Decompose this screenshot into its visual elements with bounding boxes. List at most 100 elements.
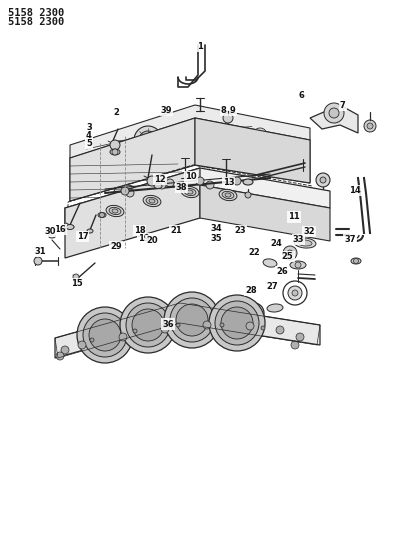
Text: 16: 16	[55, 225, 66, 233]
Ellipse shape	[225, 193, 231, 197]
Text: 4: 4	[86, 132, 92, 140]
Circle shape	[89, 319, 121, 351]
Text: 20: 20	[146, 237, 157, 245]
Circle shape	[132, 309, 164, 341]
Text: 5158 2300: 5158 2300	[8, 8, 64, 18]
Circle shape	[283, 246, 297, 260]
Ellipse shape	[298, 240, 312, 246]
Circle shape	[134, 126, 162, 154]
Text: 11: 11	[288, 213, 299, 221]
Circle shape	[139, 131, 157, 149]
Circle shape	[61, 346, 69, 354]
Text: 24: 24	[271, 239, 282, 248]
Circle shape	[133, 329, 137, 333]
Circle shape	[320, 177, 326, 183]
Polygon shape	[310, 105, 358, 133]
Circle shape	[176, 304, 208, 336]
Text: 22: 22	[248, 248, 259, 256]
Text: 1: 1	[197, 43, 203, 51]
Circle shape	[246, 322, 254, 330]
Ellipse shape	[149, 199, 155, 203]
Circle shape	[158, 134, 172, 148]
Text: 26: 26	[277, 268, 288, 276]
Ellipse shape	[181, 187, 199, 198]
Circle shape	[166, 179, 174, 187]
Circle shape	[121, 187, 129, 195]
Ellipse shape	[143, 196, 161, 207]
Text: 34: 34	[211, 224, 222, 232]
Circle shape	[90, 338, 94, 342]
Circle shape	[126, 189, 134, 197]
Polygon shape	[65, 168, 200, 258]
Ellipse shape	[112, 209, 118, 213]
Text: 29: 29	[111, 243, 122, 251]
Circle shape	[161, 325, 169, 333]
Text: 7: 7	[340, 101, 346, 109]
Ellipse shape	[351, 258, 361, 264]
Ellipse shape	[109, 207, 121, 215]
Ellipse shape	[66, 224, 74, 230]
Text: 21: 21	[171, 226, 182, 235]
Circle shape	[206, 181, 214, 189]
Circle shape	[196, 177, 204, 185]
Text: 8: 8	[221, 106, 226, 115]
Text: 18: 18	[134, 226, 145, 235]
Text: 39: 39	[161, 107, 172, 115]
Circle shape	[161, 137, 169, 145]
Circle shape	[170, 298, 214, 342]
Text: 5158 2300: 5158 2300	[8, 17, 64, 27]
Text: 2: 2	[113, 109, 119, 117]
Text: 17: 17	[77, 232, 88, 240]
Ellipse shape	[49, 234, 55, 238]
Text: 15: 15	[71, 279, 82, 288]
Circle shape	[367, 123, 373, 129]
Circle shape	[126, 303, 170, 347]
Circle shape	[218, 124, 232, 138]
Circle shape	[233, 177, 241, 185]
Circle shape	[56, 352, 64, 360]
Text: 28: 28	[246, 286, 257, 295]
Circle shape	[203, 321, 211, 329]
Polygon shape	[195, 118, 310, 183]
Polygon shape	[65, 168, 330, 225]
Circle shape	[291, 341, 299, 349]
Ellipse shape	[222, 191, 234, 199]
Text: 33: 33	[293, 236, 304, 244]
Circle shape	[324, 103, 344, 123]
Circle shape	[176, 323, 180, 327]
Circle shape	[248, 307, 260, 319]
Circle shape	[220, 323, 224, 327]
Ellipse shape	[184, 188, 196, 196]
Polygon shape	[70, 118, 310, 201]
Circle shape	[164, 292, 220, 348]
Ellipse shape	[110, 149, 120, 155]
Text: 38: 38	[176, 183, 187, 192]
Circle shape	[126, 149, 134, 157]
Text: 14: 14	[349, 186, 361, 195]
Text: 30: 30	[44, 228, 55, 236]
Circle shape	[77, 307, 133, 363]
Ellipse shape	[98, 213, 106, 217]
Ellipse shape	[226, 175, 248, 187]
Text: 25: 25	[282, 253, 293, 261]
Circle shape	[287, 250, 293, 256]
Circle shape	[221, 127, 229, 135]
Ellipse shape	[290, 261, 306, 269]
Circle shape	[256, 131, 264, 139]
Text: 12: 12	[154, 175, 166, 184]
Text: 37: 37	[344, 236, 356, 244]
Ellipse shape	[114, 185, 136, 197]
Circle shape	[83, 313, 127, 357]
Text: 27: 27	[266, 282, 277, 290]
Text: 9: 9	[230, 106, 235, 115]
Circle shape	[112, 149, 118, 155]
Circle shape	[288, 286, 302, 300]
Circle shape	[221, 307, 253, 339]
Text: 19: 19	[138, 234, 149, 243]
Polygon shape	[200, 185, 330, 241]
Circle shape	[316, 173, 330, 187]
Circle shape	[110, 140, 120, 150]
Circle shape	[295, 262, 301, 268]
Ellipse shape	[151, 179, 173, 191]
Text: 35: 35	[211, 235, 222, 243]
